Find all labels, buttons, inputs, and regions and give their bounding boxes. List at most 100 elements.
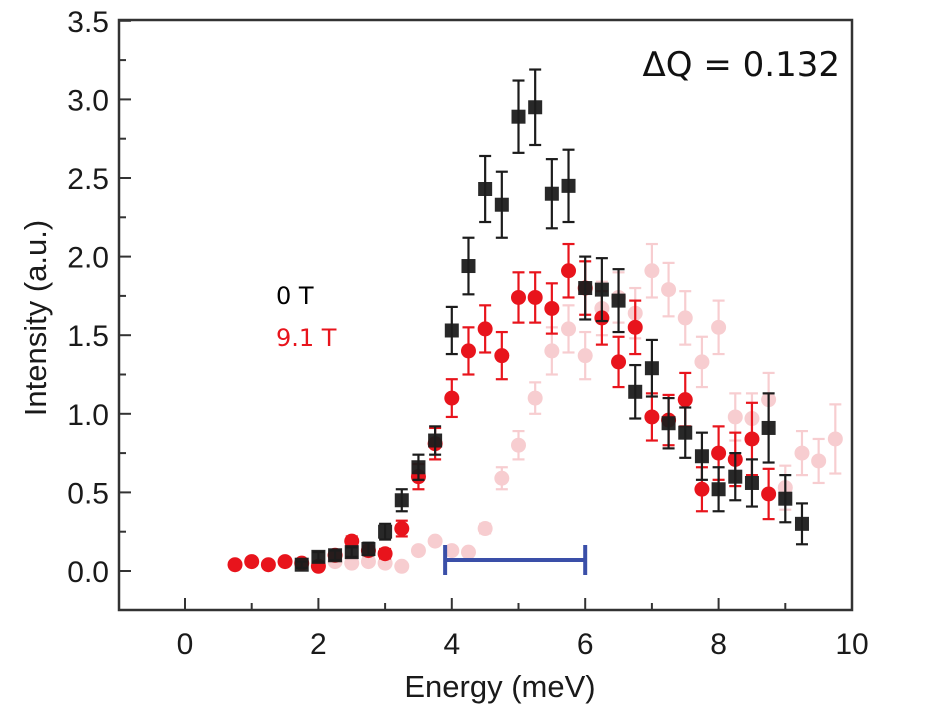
y-tick-label: 2.0 [67,242,109,275]
data-point-circle [427,533,443,549]
legend-label-9-1t: 9.1 T [276,324,337,352]
data-point-circle [627,319,643,335]
y-axis-ticks: 0.0 0.5 1.0 1.5 2.0 2.5 3.0 3.5 [67,6,131,589]
x-tick-label: 6 [577,628,594,661]
y-tick-label: 1.5 [67,320,109,353]
data-point-circle [394,521,410,537]
data-point-square [361,541,376,556]
y-axis-title: Intensity (a.u.) [18,220,53,416]
data-point-square [378,524,393,539]
data-point-circle [394,558,410,574]
data-point-circle [260,557,276,573]
data-point-circle [244,554,260,570]
data-point-circle [527,390,543,406]
y-tick-label: 1.0 [67,399,109,432]
data-point-circle [677,392,693,408]
data-point-circle [460,544,476,560]
data-point-square [794,516,809,531]
data-point-circle [561,321,577,337]
data-point-circle [227,557,243,573]
data-point-circle [527,289,543,305]
data-point-circle [377,546,393,562]
data-point-circle [711,445,727,461]
data-point-circle [694,481,710,497]
data-point-square [628,384,643,399]
data-point-square [294,557,309,572]
data-point-square [728,469,743,484]
x-tick-label: 2 [310,628,327,661]
data-point-circle [794,445,810,461]
data-point-square [761,420,776,435]
y-tick-label: 2.5 [67,163,109,196]
data-point-square [594,282,609,297]
data-point-square [428,433,443,448]
y-tick-label: 3.0 [67,84,109,117]
data-point-circle [277,554,293,570]
delta-q-annotation: ΔQ = 0.132 [643,45,840,85]
data-point-circle [494,348,510,364]
data-point-circle [644,409,660,425]
data-point-square [461,259,476,274]
data-point-square [444,323,459,338]
data-point-circle [644,263,660,279]
data-point-circle [711,319,727,335]
data-point-circle [494,470,510,486]
data-point-circle [444,543,460,559]
data-point-square [394,493,409,508]
data-point-circle [744,431,760,447]
data-point-square [528,100,543,115]
data-point-circle [661,282,677,298]
data-point-circle [511,437,526,453]
x-tick-label: 10 [835,628,868,661]
data-point-square [494,197,509,212]
data-point-circle [544,343,560,359]
x-tick-label: 8 [710,628,727,661]
legend-label-0t: 0 T [276,282,314,310]
data-point-circle [477,321,493,337]
series-9-1t-faded [327,242,843,574]
data-point-circle [827,431,843,447]
data-point-square [511,109,526,124]
data-point-circle [561,263,577,279]
data-point-square [611,293,626,308]
data-point-square [694,449,709,464]
data-point-square [478,182,493,197]
y-tick-label: 3.5 [67,6,109,39]
data-point-circle [344,555,360,571]
x-axis-title: Energy (meV) [404,669,595,704]
data-point-square [744,475,759,490]
data-point-circle [761,486,777,502]
data-point-circle [511,289,526,305]
data-point-circle [577,348,593,364]
data-point-square [661,416,676,431]
data-point-square [328,548,343,563]
data-point-circle [444,390,460,406]
x-axis-ticks: 0 2 4 6 8 10 [177,598,869,661]
data-point-square [344,545,359,560]
data-point-circle [611,354,627,370]
series-0t [294,68,809,572]
data-point-square [561,178,576,193]
series-layer [227,68,843,574]
data-point-square [644,361,659,376]
data-point-square [411,460,426,475]
data-point-circle [460,343,476,359]
y-tick-label: 0.0 [67,556,109,589]
data-point-circle [694,354,710,370]
data-point-square [578,281,593,296]
data-point-square [678,425,693,440]
data-point-square [311,549,326,564]
data-point-square [778,491,793,506]
data-point-circle [727,409,743,425]
data-point-circle [410,543,426,559]
data-point-circle [477,521,493,537]
data-point-circle [360,554,376,570]
x-tick-label: 4 [443,628,460,661]
x-tick-label: 0 [177,628,194,661]
y-tick-label: 0.5 [67,477,109,510]
data-point-circle [677,310,693,326]
data-point-square [544,186,559,201]
data-point-square [711,482,726,497]
resolution-bar [443,544,588,575]
